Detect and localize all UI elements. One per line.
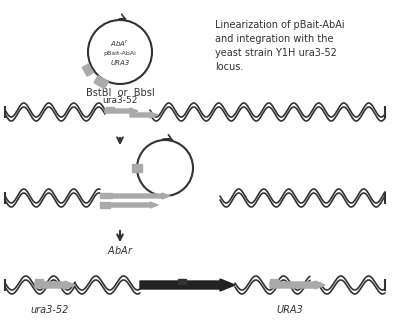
Text: $AbA^r$: $AbA^r$ bbox=[111, 39, 130, 49]
FancyArrow shape bbox=[105, 108, 138, 114]
Text: Linearization of pBait-AbAi
and integration with the
yeast strain Y1H ura3-52
lo: Linearization of pBait-AbAi and integrat… bbox=[215, 20, 344, 72]
Bar bbox=[35, 279, 43, 284]
Text: URA3: URA3 bbox=[276, 305, 303, 315]
Bar bbox=[100, 202, 110, 208]
Bar bbox=[82, 64, 93, 76]
Bar bbox=[106, 107, 114, 112]
Bar bbox=[94, 76, 108, 89]
FancyArrow shape bbox=[130, 112, 158, 118]
Bar bbox=[132, 164, 142, 172]
Text: ura3-52: ura3-52 bbox=[102, 96, 138, 105]
Text: URA3: URA3 bbox=[110, 60, 130, 66]
Text: ura3-52: ura3-52 bbox=[31, 305, 69, 315]
FancyArrow shape bbox=[140, 279, 235, 291]
Bar bbox=[270, 279, 278, 284]
Text: pBait-AbAi: pBait-AbAi bbox=[103, 51, 136, 56]
FancyArrow shape bbox=[110, 202, 158, 208]
Bar bbox=[100, 193, 112, 198]
Text: BstBI  or  BbsI: BstBI or BbsI bbox=[86, 88, 154, 98]
Text: $AbAr$: $AbAr$ bbox=[107, 244, 133, 256]
Bar bbox=[178, 279, 186, 284]
FancyArrow shape bbox=[35, 281, 75, 289]
FancyArrow shape bbox=[112, 193, 170, 199]
FancyArrow shape bbox=[270, 281, 325, 289]
